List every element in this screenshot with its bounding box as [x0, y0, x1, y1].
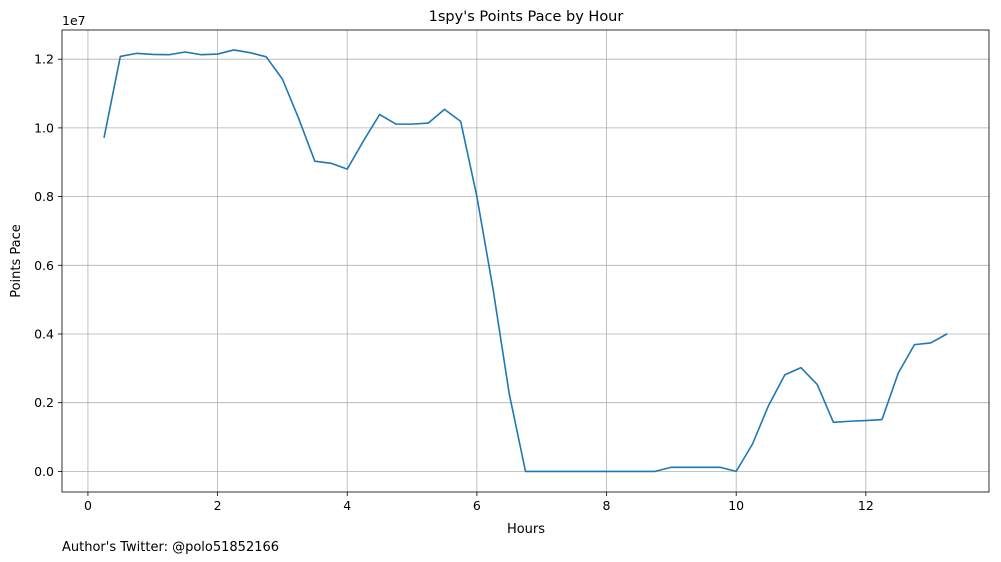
x-axis-label: Hours — [507, 522, 545, 537]
x-tick-label: 12 — [858, 498, 874, 513]
y-tick-label: 0.0 — [34, 464, 54, 479]
x-tick-label: 10 — [728, 498, 744, 513]
x-tick-label: 2 — [214, 498, 222, 513]
series-group — [103, 49, 948, 473]
chart-title: 1spy's Points Pace by Hour — [429, 9, 624, 25]
axis-ticks: 0 2 4 6 8 10 12 0.0 0.2 0.4 0.6 0.8 1.0 1.2 — [34, 52, 874, 513]
y-tick-label: 0.4 — [34, 326, 54, 341]
author-credit: Author's Twitter: @polo51852166 — [62, 540, 279, 555]
y-tick-label: 0.2 — [34, 395, 54, 410]
y-axis-label: Points Pace — [9, 224, 24, 298]
series-line — [103, 49, 948, 473]
y-offset-text: 1e7 — [62, 13, 86, 28]
y-tick-label: 1.2 — [34, 52, 54, 67]
y-tick-label: 0.8 — [34, 189, 54, 204]
x-tick-label: 6 — [473, 498, 481, 513]
plot-frame — [61, 29, 990, 493]
y-tick-label: 0.6 — [34, 258, 54, 273]
x-tick-label: 8 — [603, 498, 611, 513]
grid — [62, 30, 989, 492]
x-tick-label: 0 — [84, 498, 92, 513]
y-tick-label: 1.0 — [34, 120, 54, 135]
x-tick-label: 4 — [343, 498, 351, 513]
